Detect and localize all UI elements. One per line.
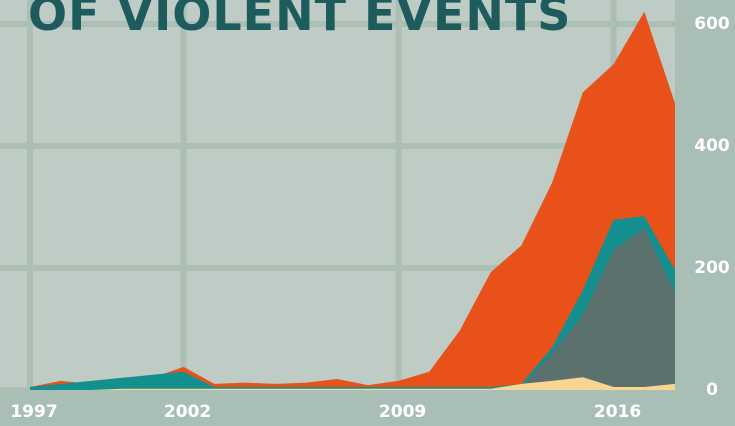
area [30, 228, 675, 390]
area [30, 11, 675, 391]
x-tick-label: 1997 [10, 402, 57, 422]
x-tick-label: 2016 [594, 402, 641, 422]
x-tick-label: 2002 [164, 402, 211, 422]
y-tick-label: 600 [694, 14, 730, 34]
x-tick-label: 2009 [379, 402, 426, 422]
area [30, 377, 675, 390]
chart-title: OF VIOLENT EVENTS [28, 0, 571, 41]
y-tick-label: 0 [706, 380, 718, 400]
y-tick-label: 400 [694, 136, 730, 156]
y-tick-label: 200 [694, 258, 730, 278]
